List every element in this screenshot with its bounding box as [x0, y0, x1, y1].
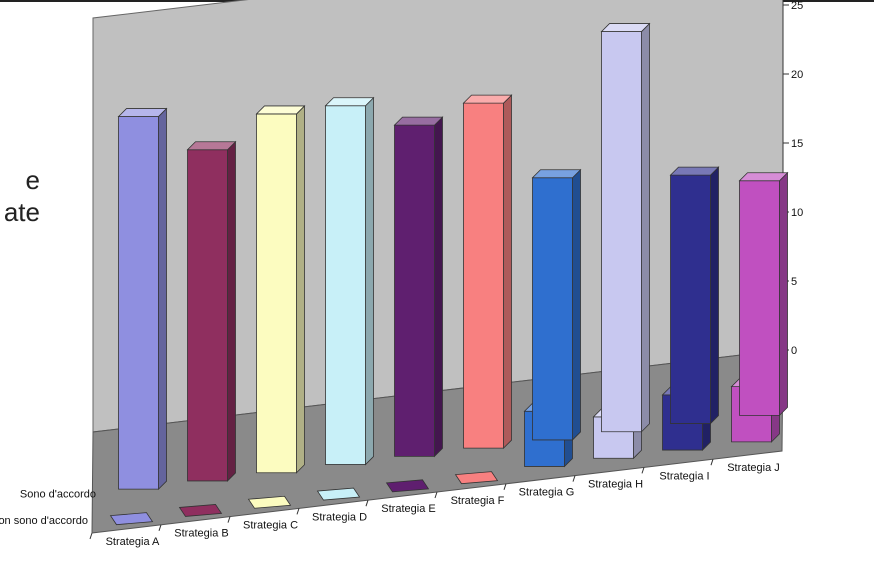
bar-top	[117, 108, 168, 117]
category-tick	[503, 483, 507, 490]
bar-front	[118, 116, 159, 490]
bar-front	[256, 113, 297, 474]
category-tick	[227, 516, 231, 523]
bar-top	[324, 97, 375, 107]
bar	[462, 94, 513, 450]
bar-flat	[385, 479, 430, 493]
page-text-line2: ate	[3, 197, 40, 227]
y-tick-label: 5	[791, 276, 797, 288]
series-label: Sono d'accordo	[20, 488, 96, 500]
category-label: Strategia G	[519, 487, 575, 499]
y-tick-label: 25	[791, 0, 803, 12]
bar-side	[641, 22, 650, 433]
category-label: Strategia I	[659, 470, 709, 482]
bar-front	[394, 124, 435, 457]
category-tick	[365, 500, 369, 507]
bar-front	[739, 180, 780, 416]
category-tick	[296, 508, 300, 515]
page-text-line1: e	[25, 165, 40, 195]
bar-flat	[247, 495, 292, 509]
category-tick	[572, 475, 576, 482]
y-tick-label: 0	[791, 345, 797, 357]
category-label: Strategia E	[381, 503, 435, 515]
category-label: Strategia D	[312, 511, 367, 523]
bar-side	[434, 116, 443, 458]
bar-top	[669, 166, 720, 176]
bar-flat	[454, 471, 499, 485]
bar	[393, 116, 444, 458]
bar-front	[670, 174, 711, 424]
category-label: Strategia A	[106, 536, 160, 548]
bar-side	[158, 107, 167, 491]
bar	[255, 104, 306, 474]
bar-front	[463, 102, 504, 449]
category-tick	[710, 459, 714, 466]
bar-side	[296, 104, 305, 474]
bar	[117, 107, 168, 491]
category-tick	[158, 524, 162, 531]
bar	[324, 96, 375, 466]
bar-front	[325, 105, 366, 465]
bar	[738, 171, 789, 417]
category-tick	[89, 532, 93, 540]
series-label: Non sono d'accordo	[0, 515, 88, 527]
category-label: Strategia H	[588, 479, 643, 491]
bar-side	[365, 96, 374, 466]
bar-front	[601, 31, 642, 433]
bar-flat	[109, 512, 154, 526]
bar-top	[462, 94, 513, 104]
category-tick	[434, 491, 438, 499]
category-label: Strategia J	[727, 462, 780, 474]
bar-top	[186, 141, 237, 151]
bar-side	[572, 168, 581, 441]
bar	[600, 22, 651, 433]
bar-top	[738, 172, 789, 182]
bar-front	[532, 177, 573, 441]
bar	[669, 166, 720, 425]
bar-side	[227, 140, 236, 482]
bar-side	[710, 166, 719, 425]
bar-side	[779, 171, 788, 417]
category-tick	[641, 467, 645, 474]
bar-top	[600, 23, 651, 32]
bar-flat	[316, 487, 361, 501]
y-tick-label: 20	[791, 69, 803, 81]
category-label: Strategia F	[451, 495, 505, 507]
y-tick-label: 15	[791, 138, 803, 150]
bar-top	[531, 169, 582, 179]
bar-side	[503, 94, 512, 450]
bar-front	[187, 149, 228, 482]
bar-top	[393, 116, 444, 126]
y-tick-label: 10	[791, 207, 803, 219]
bar	[531, 168, 582, 441]
category-label: Strategia C	[243, 520, 298, 532]
category-label: Strategia B	[174, 528, 228, 540]
bar	[186, 140, 237, 482]
bar-top	[255, 105, 306, 115]
bar-flat	[178, 504, 223, 517]
